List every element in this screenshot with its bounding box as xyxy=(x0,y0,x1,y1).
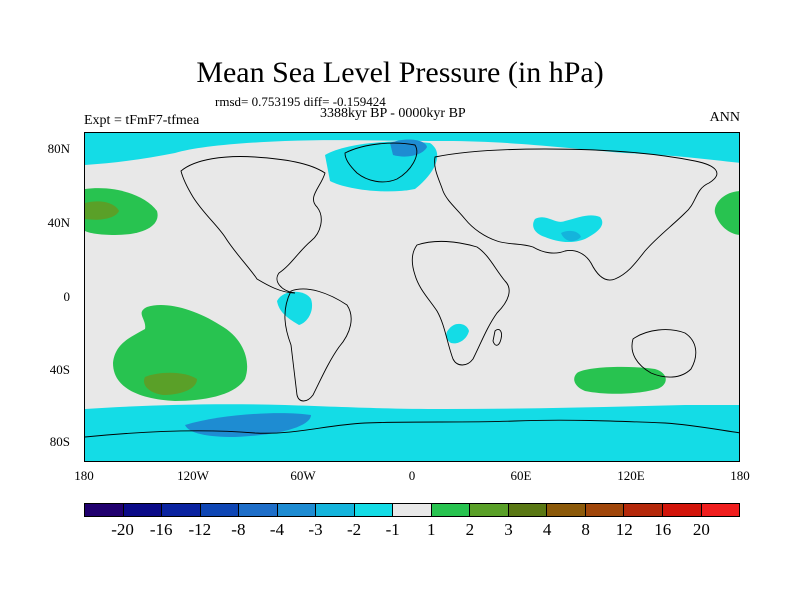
south-america-coast xyxy=(284,288,352,402)
tibet-cyan xyxy=(533,215,603,243)
amazon-cyan xyxy=(277,291,313,325)
y-tick-label-80s: 80S xyxy=(49,434,70,449)
greenland-coast xyxy=(344,142,418,183)
colorbar-swatch xyxy=(316,504,355,516)
season-label: ANN xyxy=(709,110,740,125)
x-tick-label-120e: 120E xyxy=(617,468,645,483)
colorbar-swatch xyxy=(393,504,432,516)
colorbar-swatch xyxy=(624,504,663,516)
colorbar-label: -8 xyxy=(231,520,246,539)
colorbar-swatch xyxy=(470,504,509,516)
colorbar-label: 8 xyxy=(581,520,590,539)
period-label: 3388kyr BP - 0000kyr BP xyxy=(320,106,466,121)
colorbar-swatch xyxy=(162,504,201,516)
x-tick-label-180e: 180 xyxy=(730,468,750,483)
y-tick-label-40n: 40N xyxy=(47,215,70,230)
southern-ocean-cyan-band xyxy=(85,404,739,461)
colorbar-label: -12 xyxy=(188,520,212,539)
y-tick-label-40s: 40S xyxy=(49,362,70,377)
colorbar-label: 2 xyxy=(465,520,475,539)
colorbar-label: -16 xyxy=(149,520,173,539)
colorbar-swatch xyxy=(354,504,394,516)
north-america-coast xyxy=(180,156,326,294)
x-tick-label-60w: 60W xyxy=(290,468,316,483)
north-pacific-west-dark-green xyxy=(85,201,119,220)
colorbar-label: 1 xyxy=(427,520,436,539)
colorbar-swatch xyxy=(239,504,278,516)
colorbar-swatch xyxy=(431,504,471,516)
colorbar-swatch xyxy=(123,504,163,516)
colorbar-label: 4 xyxy=(542,520,552,539)
colorbar-swatch xyxy=(547,504,586,516)
map-title: Mean Sea Level Pressure (in hPa) xyxy=(196,56,604,89)
southern-africa-cyan xyxy=(446,323,469,344)
colorbar-label: -20 xyxy=(111,520,134,539)
arctic-cyan-band xyxy=(85,133,739,165)
pressure-field-map xyxy=(85,133,739,461)
indian-ocean-green xyxy=(574,366,666,394)
y-tick-label-0: 0 xyxy=(63,289,71,304)
south-pacific-dark-green xyxy=(143,372,197,395)
x-tick-label-0: 0 xyxy=(408,468,416,483)
colorbar-swatch xyxy=(585,504,625,516)
colorbar-swatch xyxy=(508,504,548,516)
tibet-mid-cyan xyxy=(561,230,581,242)
colorbar xyxy=(84,503,740,517)
colorbar-label: 3 xyxy=(504,520,513,539)
colorbar-swatch xyxy=(701,504,740,516)
colorbar-label: -2 xyxy=(347,520,362,539)
y-tick-label-80n: 80N xyxy=(47,141,70,156)
north-pacific-west-green xyxy=(85,188,158,235)
colorbar-label: -1 xyxy=(385,520,400,539)
anomaly-fill-layer xyxy=(85,133,739,461)
x-tick-label-180w: 180 xyxy=(74,468,94,483)
colorbar-swatch xyxy=(277,504,317,516)
colorbar-swatch xyxy=(200,504,240,516)
colorbar-label: -3 xyxy=(308,520,323,539)
colorbar-label: 20 xyxy=(692,520,710,539)
greenland-blue xyxy=(390,139,427,157)
map-panel xyxy=(84,132,740,462)
x-tick-label-120w: 120W xyxy=(177,468,209,483)
experiment-label: Expt = tFmF7-tfmea xyxy=(84,113,200,128)
colorbar-swatch xyxy=(85,504,124,516)
colorbar-label: 16 xyxy=(654,520,672,539)
eurasia-coast xyxy=(434,148,718,281)
colorbar-swatch xyxy=(662,504,702,516)
africa-coast xyxy=(411,240,510,366)
madagascar-coast xyxy=(492,328,502,346)
colorbar-label: -4 xyxy=(269,520,285,539)
coastline-layer xyxy=(85,142,739,438)
stats-label: rmsd= 0.753195 diff= -0.159424 xyxy=(215,94,386,109)
antarctica-coast xyxy=(85,419,739,438)
north-pacific-east-green xyxy=(714,191,739,235)
australia-coast xyxy=(631,329,697,378)
x-tick-label-60e: 60E xyxy=(510,468,532,483)
colorbar-label: 12 xyxy=(615,520,633,539)
